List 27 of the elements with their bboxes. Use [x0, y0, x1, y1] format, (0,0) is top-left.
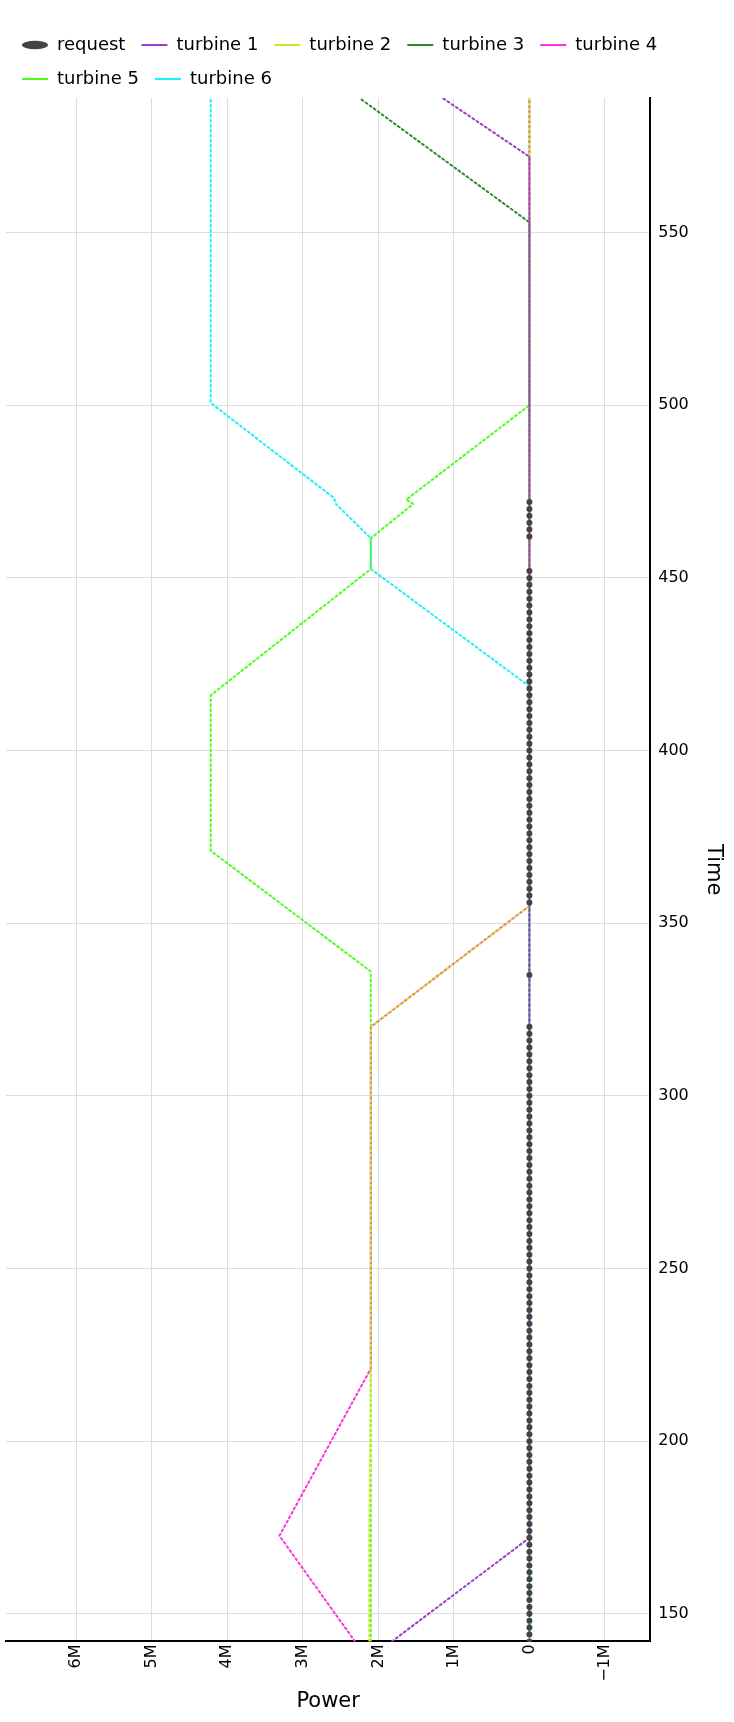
y-tick-label: 500 [658, 394, 689, 414]
legend-label: turbine 4 [575, 32, 658, 54]
x-tick-label: 2M [367, 1644, 387, 1669]
y-tick-label: 250 [658, 1257, 689, 1277]
legend-label: turbine 6 [189, 66, 272, 88]
legend-label: turbine 5 [57, 66, 139, 88]
x-axis-title: Power [296, 1687, 361, 1712]
y-tick-label: 150 [658, 1602, 689, 1622]
y-axis-title: Time [702, 843, 727, 896]
legend-label: turbine 1 [176, 32, 259, 54]
x-tick-label: −1M [594, 1644, 614, 1682]
x-tick-label: 1M [443, 1644, 463, 1669]
x-tick-label: 6M [65, 1644, 85, 1669]
y-tick-label: 450 [658, 567, 689, 587]
y-tick-label: 550 [658, 221, 689, 241]
y-tick-label: 350 [658, 912, 689, 932]
x-tick-label: 3M [291, 1644, 311, 1669]
y-tick-label: 400 [658, 739, 689, 759]
legend-label: request [57, 32, 126, 54]
legend-label: turbine 2 [309, 32, 392, 54]
y-tick-label: 300 [658, 1085, 689, 1105]
x-tick-label: 4M [216, 1644, 236, 1669]
legend-label: turbine 3 [442, 32, 525, 54]
x-tick-label: 5M [140, 1644, 160, 1669]
y-tick-label: 200 [658, 1430, 689, 1450]
line-series [278, 98, 531, 1642]
x-tick-label: 0 [518, 1644, 538, 1655]
